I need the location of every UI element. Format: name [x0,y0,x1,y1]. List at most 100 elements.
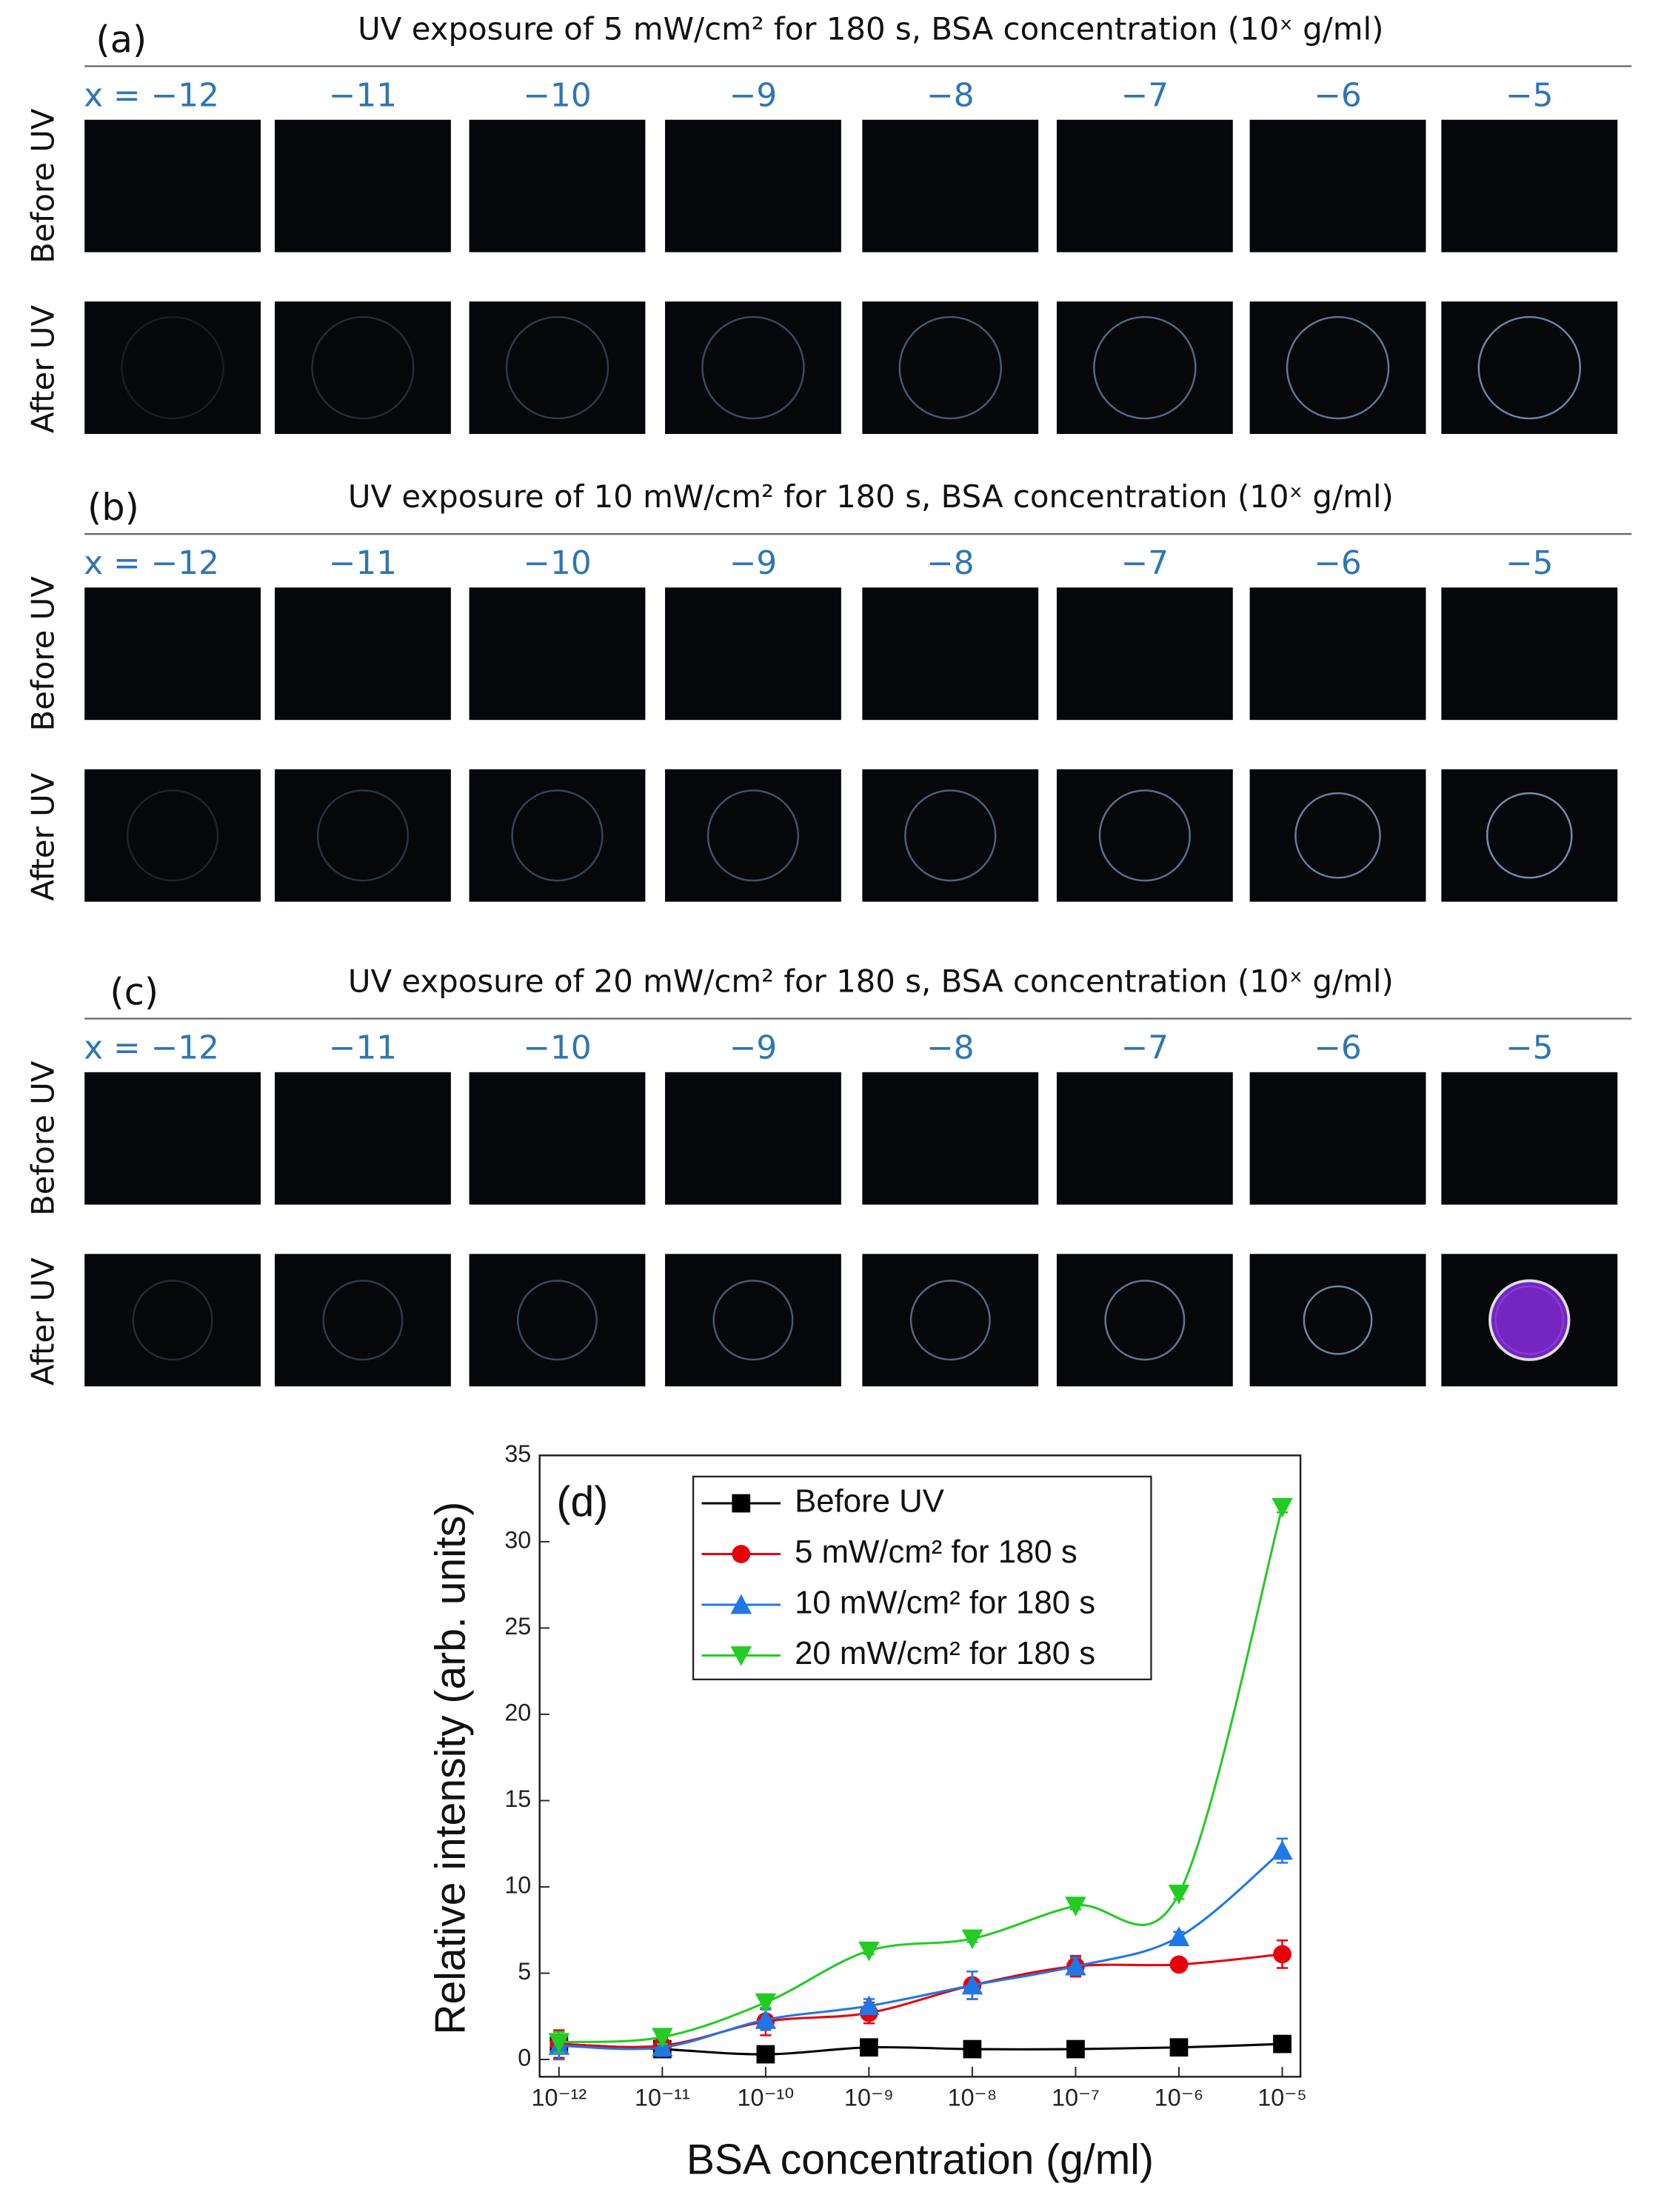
x-axis-label: BSA concentration (g/ml) [686,2136,1154,2183]
micrograph [469,769,646,902]
column-label: x = −12 [84,1029,219,1066]
micrograph [1441,301,1618,434]
legend-label: Before UV [795,1483,944,1520]
legend-label: 10 mW/cm² for 180 s [795,1585,1095,1621]
legend-marker [730,1594,752,1614]
micrograph [84,587,261,721]
x-tick-label: 10⁻¹¹ [635,2084,690,2111]
row-label: Before UV [24,108,61,264]
micrograph [469,119,646,253]
x-tick-label: 10⁻⁸ [948,2084,998,2111]
micrograph [1056,119,1233,253]
panel-label: (b) [87,486,139,529]
micrograph [275,1254,451,1387]
droplet-ring [322,1280,404,1361]
panel-title: UV exposure of 5 mW/cm² for 180 s, BSA c… [358,10,1383,47]
panel-title: UV exposure of 10 mW/cm² for 180 s, BSA … [348,478,1394,515]
row-label: After UV [24,305,61,433]
plot-frame [538,1454,1302,2078]
data-point [1065,1897,1086,1917]
micrograph [862,119,1039,253]
row-label: After UV [24,772,61,900]
micrograph [1441,769,1618,902]
column-label: −8 [926,1029,975,1066]
micrograph [84,1072,261,1205]
droplet-ring [1294,792,1381,879]
series-line [558,1953,1283,2048]
legend-label: 20 mW/cm² for 180 s [795,1635,1095,1671]
droplet-ring [516,1280,598,1361]
droplet-ring [121,315,224,420]
data-point [1066,2039,1085,2059]
column-label: −9 [729,1029,778,1066]
droplet-ring [1098,789,1191,882]
micrograph [275,1072,451,1205]
micrograph [665,119,841,253]
column-label: −11 [329,1029,397,1066]
data-point [860,2038,878,2057]
data-point [961,1974,983,1995]
micrograph [862,769,1039,902]
micrograph [1249,1254,1426,1387]
column-label: −5 [1506,1029,1553,1066]
data-point [1272,1840,1293,1860]
x-tick-label: 10⁻¹⁰ [738,2084,795,2111]
x-tick-label: 10⁻¹² [532,2084,587,2111]
droplet-ring [712,1280,794,1361]
micrograph [469,587,646,721]
droplet-ring [1286,315,1390,420]
micrograph [1056,587,1233,721]
micrograph [84,1254,261,1387]
micrograph [862,301,1039,434]
legend-marker [732,1494,751,1513]
x-tick-label: 10⁻⁶ [1155,2084,1203,2111]
data-point [755,2009,777,2029]
micrograph [1249,301,1426,434]
micrograph [275,587,451,721]
micrograph [1249,587,1426,721]
droplet-ring [126,789,219,882]
column-label: −10 [523,1029,591,1066]
row-label: Before UV [24,1060,61,1216]
data-point [1065,1955,1086,1976]
y-tick-label: 0 [518,2045,531,2071]
micrograph [665,301,841,434]
x-tick-label: 10⁻⁹ [844,2084,894,2111]
micrograph [1441,1072,1618,1205]
y-axis-label: Relative intensity (arb. units) [427,1502,475,2035]
column-label: −7 [1121,544,1169,582]
column-label: −8 [926,76,975,114]
column-label: −11 [329,76,397,114]
micrograph [1249,1072,1426,1205]
data-point [1169,2038,1189,2057]
data-point [756,2045,775,2064]
data-point [858,1941,880,1962]
droplet-ring [909,1280,991,1361]
column-label: −9 [729,76,778,114]
column-label: x = −12 [84,544,219,582]
micrograph [665,1254,841,1387]
y-tick-label: 30 [504,1526,531,1553]
column-label: −9 [729,544,778,582]
column-label: −11 [329,544,397,582]
y-tick-label: 15 [504,1785,531,1812]
data-point [858,1995,880,2016]
x-tick-label: 10⁻⁵ [1257,2084,1306,2111]
droplet-ring [311,315,415,420]
y-tick-label: 10 [504,1872,531,1899]
annotation: (d) [557,1478,609,1526]
x-tick-label: 10⁻⁷ [1052,2084,1100,2111]
legend-marker [732,1545,751,1563]
micrograph [275,119,451,253]
droplet-ring [701,315,805,420]
micrograph [1249,769,1426,902]
micrograph [84,769,261,902]
panel-label: (c) [110,971,158,1014]
micrograph [1441,587,1618,721]
droplet-ring [511,789,604,882]
data-point [1272,1497,1293,1518]
y-tick-label: 25 [504,1613,531,1640]
micrograph [665,587,841,721]
legend-label: 5 mW/cm² for 180 s [795,1534,1077,1570]
data-point [1273,2034,1292,2054]
